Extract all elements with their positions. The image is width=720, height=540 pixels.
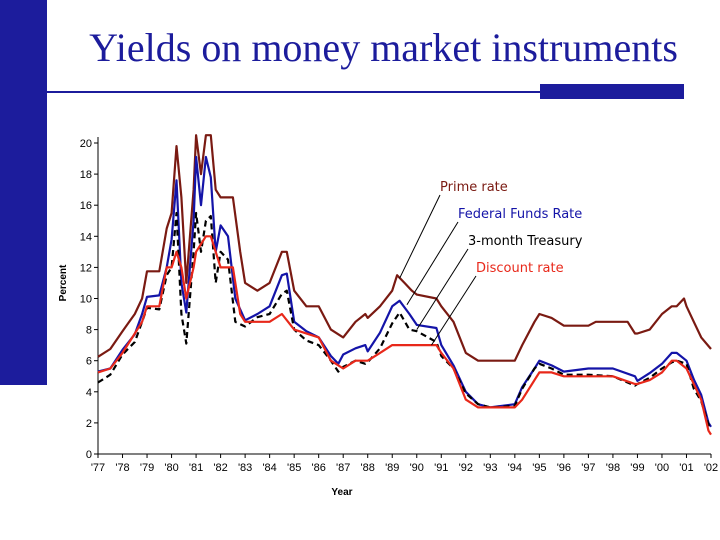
annotation-leader-line	[406, 221, 459, 305]
y-tick-label: 2	[86, 418, 92, 430]
chart-series	[97, 134, 712, 436]
y-tick-label: 20	[80, 138, 92, 150]
x-tick-label: '77	[91, 462, 105, 474]
y-tick-label: 4	[86, 387, 92, 399]
x-tick-label: '98	[606, 462, 620, 474]
x-tick-label: '89	[385, 462, 399, 474]
x-tick-label: '01	[679, 462, 693, 474]
y-tick-label: 8	[86, 325, 92, 337]
y-tick-label: 6	[86, 356, 92, 368]
series-line	[97, 155, 712, 428]
x-tick-label: '82	[213, 462, 227, 474]
y-tick-label: 12	[80, 262, 92, 274]
x-tick-label: '95	[532, 462, 546, 474]
x-tick-label: '99	[630, 462, 644, 474]
x-tick-label: '84	[262, 462, 276, 474]
x-tick-label: '83	[238, 462, 252, 474]
x-tick-label: '91	[434, 462, 448, 474]
x-tick-label: '02	[704, 462, 718, 474]
x-tick-label: '87	[336, 462, 350, 474]
chart-axes	[97, 137, 711, 455]
annotation-leader-line	[399, 194, 441, 279]
slide-title: Yields on money market instruments	[89, 25, 678, 70]
x-tick-label: '94	[508, 462, 522, 474]
x-tick-label: '92	[459, 462, 473, 474]
y-tick-label: 10	[80, 294, 92, 306]
title-rule	[47, 91, 540, 93]
title-rule-block	[540, 84, 684, 99]
x-tick-label: '86	[312, 462, 326, 474]
x-tick-label: '93	[483, 462, 497, 474]
x-tick-label: '96	[557, 462, 571, 474]
x-tick-label: '78	[115, 462, 129, 474]
annotation-leader-line	[431, 275, 477, 346]
chart-annotations: Prime rate Federal Funds Rate 3-month Trea…	[399, 180, 583, 346]
x-tick-label: '88	[361, 462, 375, 474]
y-tick-label: 14	[80, 231, 92, 243]
x-tick-label: '90	[410, 462, 424, 474]
y-axis-title: Percent	[58, 264, 69, 301]
chart-ticks: 0 2 4 6 8 10 12 14 16 18 20 '77 '78 '79 '80 '81 '82 '83 '8…	[80, 138, 718, 474]
y-tick-label: 18	[80, 169, 92, 181]
left-accent-bar	[0, 0, 47, 385]
series-line	[97, 235, 712, 436]
x-tick-label: '97	[581, 462, 595, 474]
series-label: Discount rate	[476, 261, 564, 276]
x-tick-label: '81	[189, 462, 203, 474]
y-tick-label: 16	[80, 200, 92, 212]
series-label: Prime rate	[440, 180, 508, 195]
x-tick-label: '79	[140, 462, 154, 474]
annotation-leader-line	[416, 248, 469, 330]
x-tick-label: '80	[164, 462, 178, 474]
y-tick-label: 0	[86, 449, 92, 461]
x-tick-label: '00	[655, 462, 669, 474]
series-label: Federal Funds Rate	[458, 207, 582, 222]
x-tick-label: '85	[287, 462, 301, 474]
series-label: 3-month Treasury	[468, 234, 583, 249]
series-line	[97, 134, 712, 362]
x-axis-title: Year	[331, 487, 352, 498]
